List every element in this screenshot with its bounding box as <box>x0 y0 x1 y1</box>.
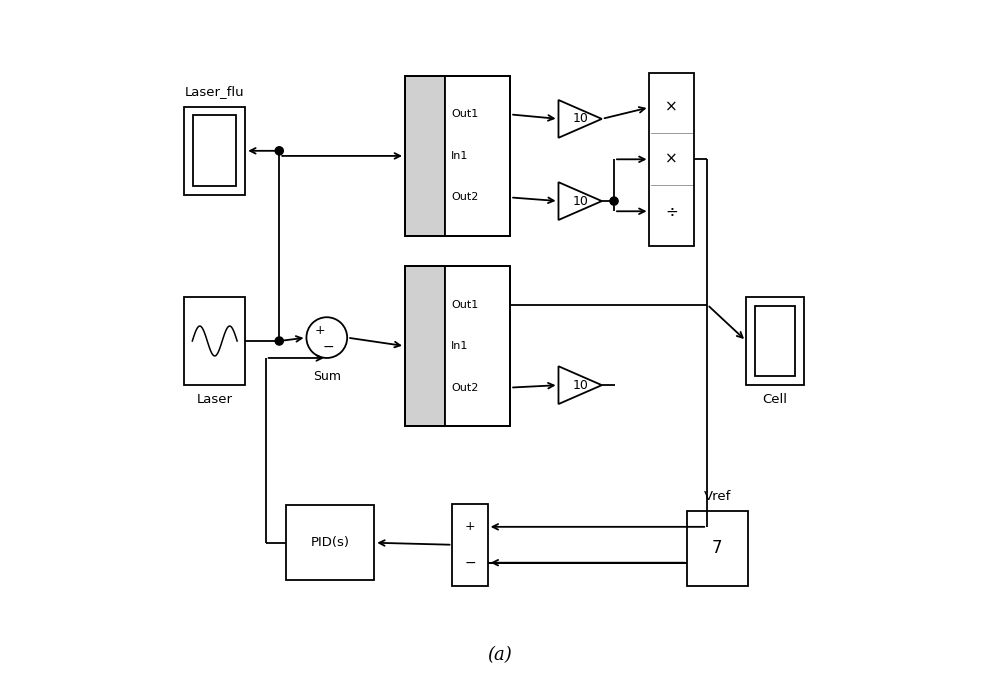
Circle shape <box>275 337 283 345</box>
Text: ×: × <box>665 152 678 167</box>
FancyBboxPatch shape <box>755 306 795 376</box>
Text: Out2: Out2 <box>451 383 479 393</box>
Text: +: + <box>314 324 325 337</box>
Text: +: + <box>465 520 475 533</box>
Text: 7: 7 <box>712 539 723 557</box>
Text: (a): (a) <box>488 646 512 664</box>
Text: Out1: Out1 <box>451 109 478 119</box>
Text: 10: 10 <box>572 113 588 125</box>
Text: Vref: Vref <box>704 490 731 503</box>
FancyBboxPatch shape <box>193 115 236 186</box>
Circle shape <box>610 197 618 205</box>
Text: 10: 10 <box>572 379 588 391</box>
FancyBboxPatch shape <box>746 297 804 385</box>
Polygon shape <box>558 182 602 220</box>
Polygon shape <box>558 100 602 138</box>
FancyBboxPatch shape <box>184 106 245 195</box>
FancyBboxPatch shape <box>452 504 488 586</box>
Polygon shape <box>558 366 602 404</box>
Text: In1: In1 <box>451 341 469 351</box>
Text: 10: 10 <box>572 194 588 207</box>
FancyBboxPatch shape <box>405 266 445 426</box>
Text: Laser_flu: Laser_flu <box>185 85 245 98</box>
Text: PID(s): PID(s) <box>311 536 350 549</box>
FancyBboxPatch shape <box>184 297 245 385</box>
Text: Cell: Cell <box>763 394 788 406</box>
FancyBboxPatch shape <box>649 73 694 246</box>
Text: Out2: Out2 <box>451 192 479 203</box>
Text: Laser: Laser <box>197 394 233 406</box>
FancyBboxPatch shape <box>687 511 748 586</box>
Text: In1: In1 <box>451 151 469 161</box>
Text: −: − <box>323 340 335 354</box>
Circle shape <box>306 317 347 358</box>
FancyBboxPatch shape <box>445 76 510 236</box>
Text: −: − <box>464 556 476 569</box>
Text: ÷: ÷ <box>665 204 678 219</box>
FancyBboxPatch shape <box>405 76 445 236</box>
FancyBboxPatch shape <box>445 266 510 426</box>
Circle shape <box>275 147 283 155</box>
Text: ×: × <box>665 100 678 115</box>
Text: Sum: Sum <box>313 370 341 383</box>
Text: Out1: Out1 <box>451 299 478 310</box>
FancyBboxPatch shape <box>286 505 374 580</box>
